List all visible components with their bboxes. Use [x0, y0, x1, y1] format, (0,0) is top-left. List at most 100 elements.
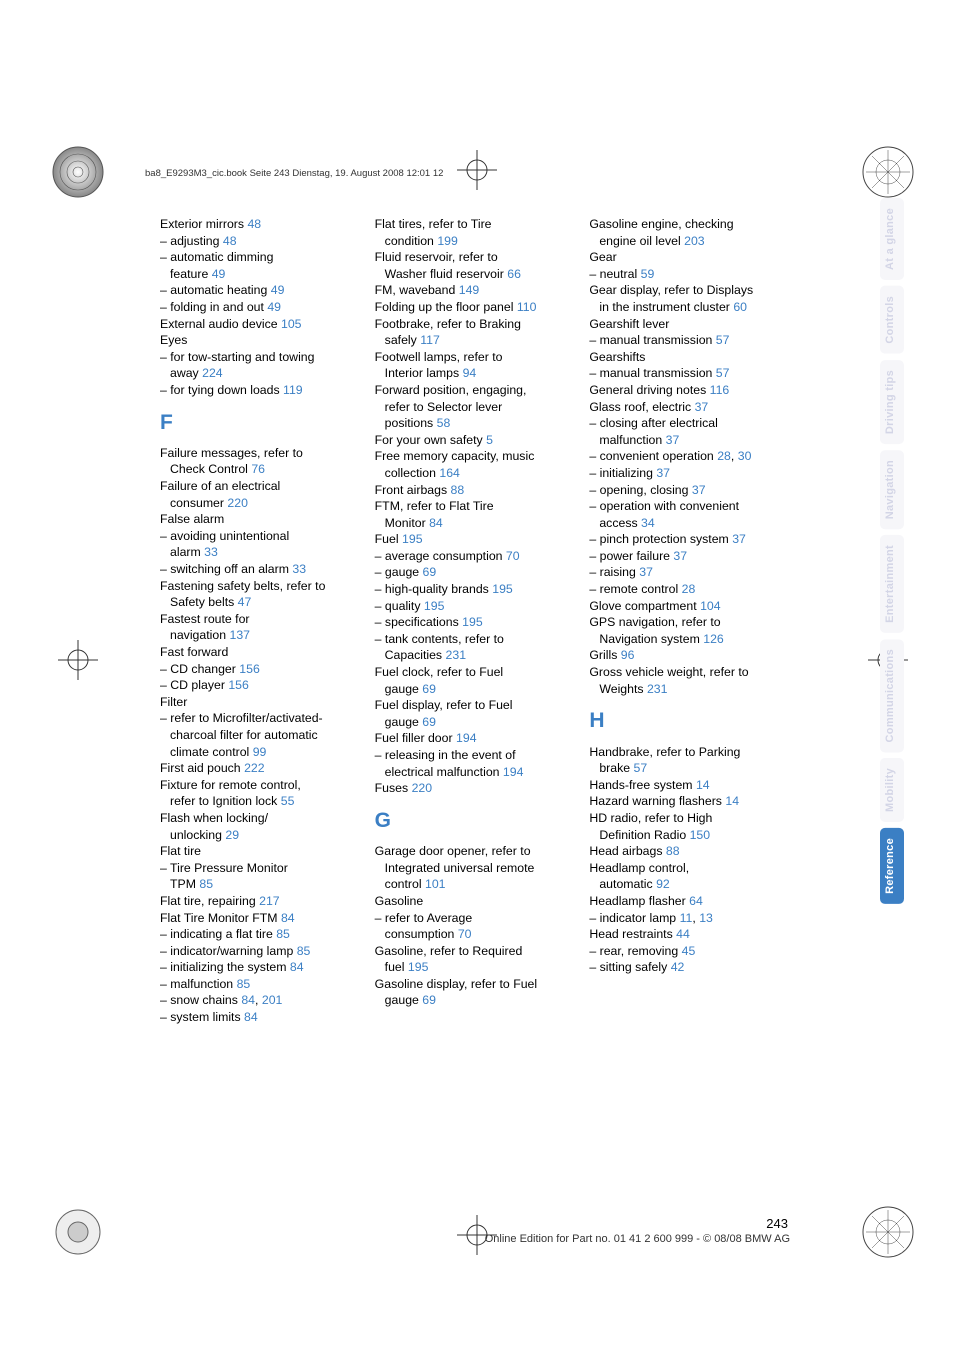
section-tab-controls[interactable]: Controls — [880, 286, 904, 354]
index-entry: – average consumption 70 — [375, 548, 574, 565]
section-tab-at-a-glance[interactable]: At a glance — [880, 198, 904, 280]
page-ref[interactable]: 101 — [425, 877, 446, 891]
page-ref[interactable]: 37 — [692, 483, 706, 497]
page-ref[interactable]: 85 — [297, 944, 311, 958]
page-ref[interactable]: 5 — [486, 433, 493, 447]
page-ref[interactable]: 126 — [703, 632, 724, 646]
page-ref[interactable]: 28 — [682, 582, 696, 596]
page-ref[interactable]: 96 — [621, 648, 635, 662]
page-ref[interactable]: 88 — [666, 844, 680, 858]
page-ref[interactable]: 84 — [290, 960, 304, 974]
page-ref[interactable]: 164 — [439, 466, 460, 480]
page-ref[interactable]: 57 — [634, 761, 648, 775]
page-ref[interactable]: 58 — [437, 416, 451, 430]
page-ref[interactable]: 231 — [446, 648, 467, 662]
page-ref[interactable]: 48 — [247, 217, 261, 231]
page-ref[interactable]: 220 — [227, 496, 248, 510]
page-ref[interactable]: 37 — [673, 549, 687, 563]
page-ref[interactable]: 34 — [641, 516, 655, 530]
page-ref[interactable]: 150 — [690, 828, 711, 842]
page-ref[interactable]: 69 — [423, 565, 437, 579]
page-ref[interactable]: 201 — [262, 993, 283, 1007]
page-ref[interactable]: 69 — [422, 993, 436, 1007]
page-ref[interactable]: 64 — [689, 894, 703, 908]
page-ref[interactable]: 156 — [239, 662, 260, 676]
page-ref[interactable]: 14 — [696, 778, 710, 792]
page-ref[interactable]: 94 — [463, 366, 477, 380]
page-ref[interactable]: 104 — [700, 599, 721, 613]
page-ref[interactable]: 29 — [225, 828, 239, 842]
page-ref[interactable]: 14 — [725, 794, 739, 808]
page-ref[interactable]: 137 — [229, 628, 250, 642]
page-ref[interactable]: 69 — [422, 715, 436, 729]
page-ref[interactable]: 42 — [671, 960, 685, 974]
page-ref[interactable]: 195 — [402, 532, 423, 546]
page-ref[interactable]: 220 — [412, 781, 433, 795]
page-ref[interactable]: 222 — [244, 761, 265, 775]
page-ref[interactable]: 33 — [292, 562, 306, 576]
section-tab-driving-tips[interactable]: Driving tips — [880, 360, 904, 444]
page-ref[interactable]: 70 — [458, 927, 472, 941]
section-tab-entertainment[interactable]: Entertainment — [880, 535, 904, 633]
index-entry: Gasoline, refer to Requiredfuel 195 — [375, 943, 574, 976]
page-ref[interactable]: 60 — [733, 300, 747, 314]
page-ref[interactable]: 84 — [241, 993, 255, 1007]
page-ref[interactable]: 33 — [204, 545, 218, 559]
section-tab-communications[interactable]: Communications — [880, 639, 904, 752]
page-ref[interactable]: 195 — [462, 615, 483, 629]
page-ref[interactable]: 49 — [212, 267, 226, 281]
page-ref[interactable]: 105 — [281, 317, 302, 331]
section-tab-mobility[interactable]: Mobility — [880, 758, 904, 822]
page-ref[interactable]: 55 — [281, 794, 295, 808]
page-ref[interactable]: 37 — [732, 532, 746, 546]
page-ref[interactable]: 195 — [492, 582, 513, 596]
page-ref[interactable]: 49 — [271, 283, 285, 297]
page-ref[interactable]: 76 — [251, 462, 265, 476]
page-ref[interactable]: 88 — [451, 483, 465, 497]
page-ref[interactable]: 37 — [666, 433, 680, 447]
page-ref[interactable]: 57 — [716, 333, 730, 347]
page-ref[interactable]: 195 — [408, 960, 429, 974]
page-ref[interactable]: 66 — [507, 267, 521, 281]
page-ref[interactable]: 70 — [506, 549, 520, 563]
page-ref[interactable]: 85 — [237, 977, 251, 991]
page-ref[interactable]: 149 — [459, 283, 480, 297]
page-ref[interactable]: 47 — [238, 595, 252, 609]
page-ref[interactable]: 37 — [656, 466, 670, 480]
section-tab-navigation[interactable]: Navigation — [880, 450, 904, 529]
page-ref[interactable]: 203 — [684, 234, 705, 248]
page-ref[interactable]: 110 — [517, 300, 537, 314]
page-ref[interactable]: 156 — [228, 678, 249, 692]
page-ref[interactable]: 37 — [639, 565, 653, 579]
page-ref[interactable]: 92 — [656, 877, 670, 891]
page-ref[interactable]: 194 — [503, 765, 524, 779]
page-ref[interactable]: 57 — [716, 366, 730, 380]
page-ref[interactable]: 30 — [738, 449, 752, 463]
page-ref[interactable]: 49 — [267, 300, 281, 314]
page-ref[interactable]: 231 — [647, 682, 668, 696]
page-ref[interactable]: 84 — [244, 1010, 258, 1024]
page-ref[interactable]: 195 — [424, 599, 445, 613]
page-ref[interactable]: 85 — [276, 927, 290, 941]
page-ref[interactable]: 85 — [199, 877, 213, 891]
page-ref[interactable]: 44 — [676, 927, 690, 941]
page-ref[interactable]: 199 — [437, 234, 458, 248]
page-ref[interactable]: 59 — [641, 267, 655, 281]
page-ref[interactable]: 48 — [223, 234, 237, 248]
page-ref[interactable]: 217 — [259, 894, 280, 908]
page-ref[interactable]: 69 — [422, 682, 436, 696]
page-ref[interactable]: 84 — [281, 911, 295, 925]
page-ref[interactable]: 117 — [420, 333, 440, 347]
section-tab-reference[interactable]: Reference — [880, 828, 904, 904]
page-ref[interactable]: 28 — [717, 449, 731, 463]
page-ref[interactable]: 99 — [253, 745, 267, 759]
page-ref[interactable]: 84 — [429, 516, 443, 530]
page-ref[interactable]: 13 — [699, 911, 713, 925]
page-ref[interactable]: 119 — [283, 383, 303, 397]
page-ref[interactable]: 11 — [680, 911, 693, 925]
page-ref[interactable]: 224 — [202, 366, 223, 380]
page-ref[interactable]: 116 — [710, 383, 730, 397]
page-ref[interactable]: 194 — [456, 731, 477, 745]
page-ref[interactable]: 45 — [682, 944, 696, 958]
page-ref[interactable]: 37 — [695, 400, 709, 414]
